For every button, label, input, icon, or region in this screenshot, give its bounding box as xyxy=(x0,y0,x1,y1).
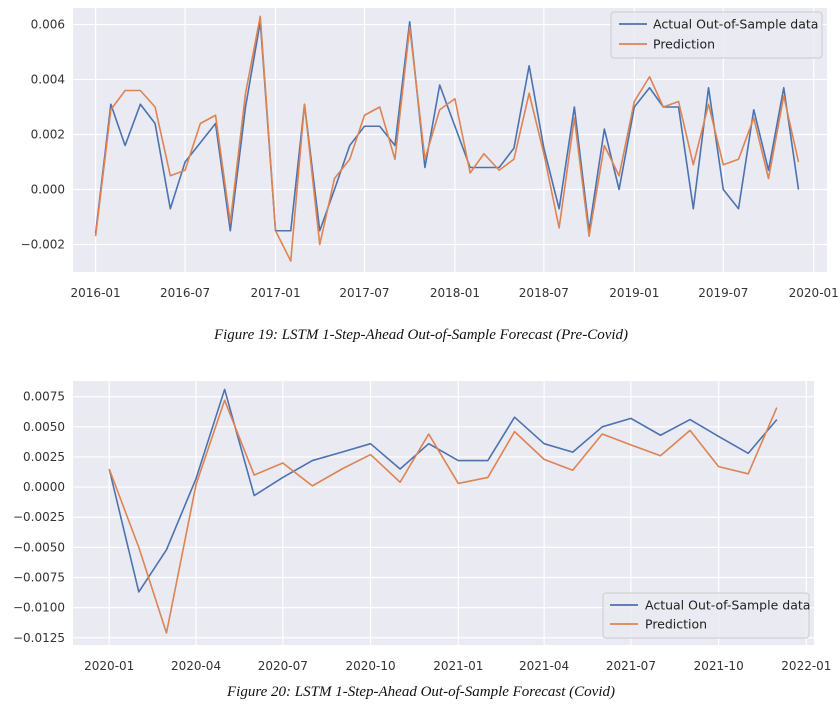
y-axis-ticks: −0.0125 −0.0100 −0.0075 −0.0050 −0.0025 0.000… xyxy=(13,390,65,645)
y-tick-label: −0.0050 xyxy=(13,540,65,554)
y-tick-label: −0.0025 xyxy=(13,510,65,524)
series-lines xyxy=(94,15,800,262)
legend-label-actual: Actual Out-of-Sample data xyxy=(645,598,810,613)
y-tick-label: 0.000 xyxy=(31,183,65,197)
series-lines xyxy=(108,388,778,634)
chart-covid: −0.0125 −0.0100 −0.0075 −0.0050 −0.0025 0.000… xyxy=(13,381,831,700)
y-tick-label: 0.0050 xyxy=(23,420,65,434)
y-tick-label: −0.0075 xyxy=(13,570,65,584)
figure-caption: Figure 20: LSTM 1-Step-Ahead Out-of-Samp… xyxy=(226,684,615,700)
y-tick-label: 0.004 xyxy=(31,73,65,87)
x-tick-label: 2022-01 xyxy=(781,659,831,673)
x-axis-ticks: 2020-01 2020-04 2020-07 2020-10 2021-01 2021-… xyxy=(84,659,831,673)
x-axis-ticks: 2016-01 2016-07 2017-01 2017-07 2018-01 2018-… xyxy=(71,286,839,300)
legend-box xyxy=(602,592,810,639)
x-tick-label: 2018-07 xyxy=(519,286,569,300)
x-tick-label: 2016-07 xyxy=(160,286,210,300)
legend-label-actual: Actual Out-of-Sample data xyxy=(653,17,818,32)
x-tick-label: 2020-07 xyxy=(258,659,308,673)
legend: Actual Out-of-Sample data Prediction xyxy=(602,592,810,639)
x-tick-label: 2018-01 xyxy=(430,286,480,300)
x-tick-label: 2021-10 xyxy=(694,659,744,673)
y-tick-label: −0.0125 xyxy=(13,631,65,645)
series-line-prediction xyxy=(108,399,778,634)
x-tick-label: 2019-07 xyxy=(698,286,748,300)
y-tick-label: 0.0025 xyxy=(23,450,65,464)
x-tick-label: 2021-01 xyxy=(433,659,483,673)
x-tick-label: 2020-01 xyxy=(789,286,839,300)
series-line-actual xyxy=(94,20,800,234)
legend-box xyxy=(610,11,823,59)
y-tick-label: 0.006 xyxy=(31,18,65,32)
y-tick-label: −0.0100 xyxy=(13,601,65,615)
x-tick-label: 2016-01 xyxy=(71,286,121,300)
series-line-actual xyxy=(108,388,778,593)
y-tick-label: 0.002 xyxy=(31,128,65,142)
figure-caption: Figure 19: LSTM 1-Step-Ahead Out-of-Samp… xyxy=(213,327,628,343)
x-tick-label: 2017-07 xyxy=(339,286,389,300)
y-tick-label: 0.0075 xyxy=(23,390,65,404)
legend-label-prediction: Prediction xyxy=(653,37,715,52)
x-tick-label: 2020-04 xyxy=(171,659,221,673)
legend: Actual Out-of-Sample data Prediction xyxy=(610,11,823,59)
y-tick-label: −0.002 xyxy=(21,238,65,252)
y-axis-ticks: −0.002 0.000 0.002 0.004 0.006 xyxy=(21,18,65,252)
y-tick-label: 0.0000 xyxy=(23,480,65,494)
x-tick-label: 2020-01 xyxy=(84,659,134,673)
x-tick-label: 2017-01 xyxy=(250,286,300,300)
x-tick-label: 2021-07 xyxy=(606,659,656,673)
series-line-prediction xyxy=(94,15,800,262)
x-tick-label: 2020-10 xyxy=(345,659,395,673)
legend-label-prediction: Prediction xyxy=(645,617,707,632)
x-tick-label: 2021-04 xyxy=(519,659,569,673)
grid-lines xyxy=(73,8,827,272)
x-tick-label: 2019-01 xyxy=(609,286,659,300)
